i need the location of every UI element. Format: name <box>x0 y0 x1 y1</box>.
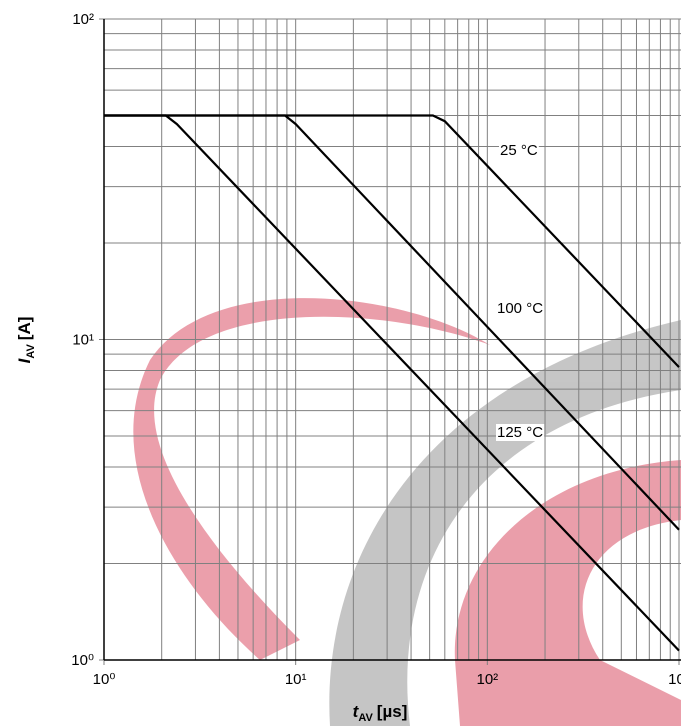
series-label: 100 °C <box>497 300 543 317</box>
symbol: I <box>15 357 34 363</box>
series-line <box>104 114 680 531</box>
y-tick-label: 10⁰ <box>71 652 94 669</box>
x-tick-label: 10⁰ <box>93 671 116 688</box>
label-background <box>496 424 545 441</box>
subscript: AV <box>25 344 37 359</box>
x-tick-label: 10³ <box>668 671 681 688</box>
series-line <box>104 114 680 652</box>
unit: [µs] <box>377 702 408 721</box>
x-tick-label: 10¹ <box>285 671 307 688</box>
subscript: AV <box>358 712 373 724</box>
y-tick-label: 10¹ <box>72 332 94 349</box>
label-background <box>496 300 545 317</box>
lines <box>104 114 680 652</box>
symbol: t <box>353 702 360 721</box>
label-background <box>499 142 539 159</box>
grid <box>99 18 681 665</box>
y-tick-label: 10² <box>72 11 94 28</box>
y-axis-label: IAV [A] <box>15 317 37 364</box>
x-axis-label: tAV [µs] <box>353 702 408 724</box>
x-tick-label: 10² <box>476 671 498 688</box>
series-label: 125 °C <box>497 424 543 441</box>
watermark <box>133 298 681 726</box>
unit: [A] <box>15 317 34 341</box>
series-label: 25 °C <box>500 142 538 159</box>
